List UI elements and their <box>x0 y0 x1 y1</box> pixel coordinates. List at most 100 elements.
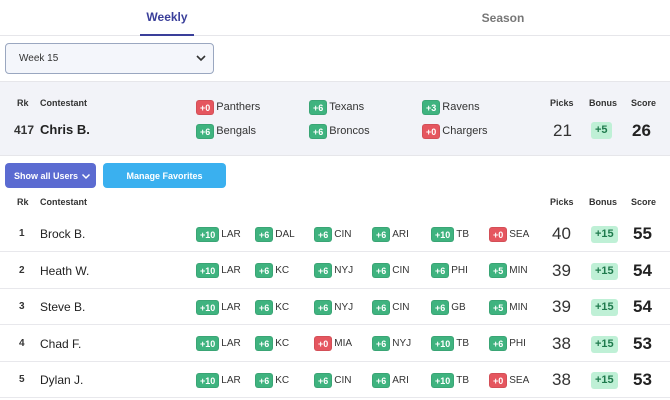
pick-team: ARI <box>392 374 409 386</box>
chevron-down-icon <box>196 55 206 62</box>
table-header-score: Score <box>631 197 657 207</box>
pick-points-badge: +0 <box>314 336 333 351</box>
row-picks-total: 39 <box>552 297 571 316</box>
pick: +10 LAR <box>196 226 241 242</box>
pick-team: KC <box>275 338 290 349</box>
pick-team: ARI <box>392 228 409 240</box>
row-rank: 5 <box>19 374 25 385</box>
pick-points-badge: +10 <box>196 372 220 388</box>
pick-points-badge: +6 <box>255 372 274 388</box>
table-header-picks: Picks <box>550 197 574 207</box>
week-select[interactable]: Week 15 <box>5 43 214 74</box>
manage-favorites-label: Manage Favorites <box>126 170 203 181</box>
pick-team: CIN <box>334 228 352 240</box>
pick-team: Broncos <box>329 125 370 137</box>
header-picks: Picks <box>550 98 574 108</box>
pick: +6 Broncos <box>309 123 370 139</box>
pick-team: PHI <box>451 265 468 276</box>
row-picks-total: 38 <box>552 370 571 389</box>
pick-points-badge: +0 <box>489 372 508 388</box>
row-score: 55 <box>633 224 652 243</box>
pick: +10 LAR <box>196 263 241 279</box>
pick-team: CIN <box>392 301 410 313</box>
pick: +10 LAR <box>196 336 241 352</box>
row-score: 53 <box>633 370 652 389</box>
week-select-value: Week 15 <box>19 53 59 64</box>
row-picks-total: 38 <box>552 333 571 353</box>
table-row[interactable]: 1 Brock B. +10 LAR +6 DAL +6 CIN +6 ARI +10 TB +0 SEA… <box>0 216 670 252</box>
pick-points-badge: +5 <box>489 299 508 315</box>
pick-team: LAR <box>221 265 241 276</box>
my-picks-total: 21 <box>553 121 572 140</box>
row-score: 54 <box>633 260 652 280</box>
table-header-bonus: Bonus <box>589 197 617 207</box>
pick: +6 Bengals <box>196 123 256 139</box>
pick: +0 SEA <box>489 226 529 242</box>
pick-points-badge: +10 <box>431 226 455 242</box>
tab-weekly[interactable]: Weekly <box>140 0 194 36</box>
pick-points-badge: +0 <box>489 226 508 242</box>
pick: +5 MIN <box>489 263 528 279</box>
table-row[interactable]: 4 Chad F. +10 LAR +6 KC +0 MIA +6 NYJ +10 TB +6 PHI 38… <box>0 326 670 362</box>
table-header-rank: Rk <box>17 197 29 207</box>
header-score: Score <box>631 98 657 108</box>
pick: +6 CIN <box>314 226 352 242</box>
pick-team: Panthers <box>216 101 261 113</box>
pick-points-badge: +0 <box>422 123 441 139</box>
pick-points-badge: +6 <box>431 263 450 278</box>
pick-team: TB <box>456 374 470 386</box>
pick-points-badge: +6 <box>255 336 274 351</box>
pick-points-badge: +3 <box>422 99 441 115</box>
pick-points-badge: +6 <box>314 299 333 315</box>
row-picks-total: 39 <box>552 260 571 280</box>
row-contestant-name: Chad F. <box>40 336 82 351</box>
table-row[interactable]: 5 Dylan J. +10 LAR +6 KC +6 CIN +6 ARI +10 TB +0 SEA 3… <box>0 362 670 398</box>
row-bonus: +15 <box>591 262 618 280</box>
pick: +0 SEA <box>489 372 529 388</box>
pick-team: LAR <box>221 374 241 386</box>
pick: +10 TB <box>431 226 469 242</box>
header-bonus: Bonus <box>589 98 617 108</box>
pick-team: LAR <box>221 338 241 349</box>
chevron-down-icon <box>82 173 91 179</box>
pick: +6 KC <box>255 263 289 279</box>
pick-points-badge: +6 <box>255 226 274 242</box>
pick-team: SEA <box>509 228 530 240</box>
pick: +6 ARI <box>372 372 409 388</box>
tab-season[interactable]: Season <box>481 11 525 25</box>
pick: +6 CIN <box>372 263 410 279</box>
pick: +6 Texans <box>309 99 364 115</box>
table-header-contestant: Contestant <box>40 197 87 207</box>
row-contestant-name: Heath W. <box>40 263 90 278</box>
row-rank: 3 <box>19 301 25 312</box>
pick: +6 CIN <box>314 372 352 388</box>
pick: +6 KC <box>255 372 289 388</box>
row-score: 53 <box>633 333 652 353</box>
pick-team: KC <box>275 265 290 276</box>
pick-points-badge: +6 <box>372 336 391 351</box>
pick-points-badge: +10 <box>196 263 220 278</box>
pick: +0 Chargers <box>422 123 488 139</box>
pick: +10 LAR <box>196 299 241 315</box>
pick: +6 PHI <box>431 263 468 279</box>
row-score: 54 <box>633 297 652 316</box>
my-name: Chris B. <box>40 122 90 137</box>
pick: +6 CIN <box>372 299 410 315</box>
pick-team: Ravens <box>442 101 480 113</box>
pick: +6 NYJ <box>314 299 353 315</box>
pick-points-badge: +5 <box>489 263 508 278</box>
pick: +6 DAL <box>255 226 295 242</box>
pick-team: TB <box>456 338 470 349</box>
pick-team: PHI <box>509 338 526 349</box>
table-row[interactable]: 3 Steve B. +10 LAR +6 KC +6 NYJ +6 CIN +6 GB +5 MIN 39… <box>0 289 670 325</box>
pick-team: DAL <box>275 228 295 240</box>
header-rank: Rk <box>17 98 29 108</box>
row-picks-total: 40 <box>552 224 571 243</box>
pick-points-badge: +10 <box>196 336 220 351</box>
show-all-users-button[interactable]: Show all Users <box>5 163 96 188</box>
pick: +6 KC <box>255 299 289 315</box>
table-row[interactable]: 2 Heath W. +10 LAR +6 KC +6 NYJ +6 CIN +6 PHI +5 MIN 3… <box>0 253 670 289</box>
pick: +10 TB <box>431 336 469 352</box>
manage-favorites-button[interactable]: Manage Favorites <box>103 163 226 188</box>
pick: +6 GB <box>431 299 466 315</box>
